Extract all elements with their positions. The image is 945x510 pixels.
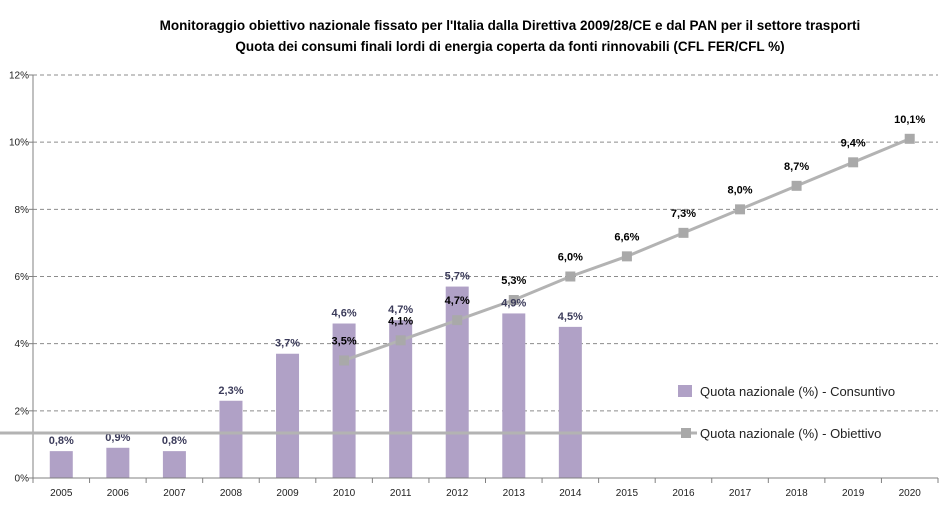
series-line (343, 137, 911, 362)
bar-data-label: 5,7% (445, 271, 470, 283)
bar-data-label: 4,7% (388, 304, 413, 316)
line-data-label: 3,5% (332, 335, 357, 347)
line-point (904, 133, 915, 144)
line-point (678, 227, 689, 238)
line-data-label: 7,3% (671, 208, 696, 220)
x-tick-label: 2016 (672, 488, 695, 499)
chart-subtitle: Quota dei consumi finali lordi di energi… (235, 39, 784, 54)
bar (49, 451, 73, 478)
line-data-label: 8,7% (784, 161, 809, 173)
bar-data-label: 2,3% (218, 385, 243, 397)
bar (106, 447, 130, 478)
line-point (508, 295, 519, 306)
line-data-label: 4,1% (388, 315, 413, 327)
bar-data-label: 0,9% (105, 432, 130, 444)
line-data-label: 8,0% (727, 184, 752, 196)
y-tick-label: 8% (15, 205, 30, 216)
line-point (848, 157, 859, 168)
line-point (735, 204, 746, 215)
x-tick-label: 2005 (50, 488, 73, 499)
bar-data-label: 0,8% (162, 435, 187, 447)
x-tick-label: 2015 (616, 488, 639, 499)
line-point (621, 251, 632, 262)
legend-bar-swatch (678, 385, 692, 397)
y-tick-label: 0% (15, 474, 30, 485)
line-data-label: 5,3% (501, 275, 526, 287)
x-tick-label: 2013 (503, 488, 526, 499)
y-tick-label: 10% (9, 138, 29, 149)
bar (445, 286, 469, 478)
x-tick-label: 2008 (220, 488, 243, 499)
line-data-label: 10,1% (894, 114, 925, 126)
line-data-label: 6,6% (614, 231, 639, 243)
legend-line-marker (681, 428, 691, 438)
x-tick-label: 2018 (785, 488, 808, 499)
x-tick-label: 2006 (107, 488, 130, 499)
legend-line-label: Quota nazionale (%) - Obiettivo (700, 426, 881, 441)
x-axis-ticks: 2005 2006 2007 2008 2009 2010 2011 2012 2013 2014… (32, 477, 939, 499)
line-point (452, 315, 463, 326)
bar-data-label: 4,9% (501, 297, 526, 309)
chart-title: Monitoraggio obiettivo nazionale fissato… (160, 18, 861, 33)
legend-bar-label: Quota nazionale (%) - Consuntivo (700, 384, 895, 399)
line-point (565, 271, 576, 282)
bar-data-label: 4,6% (332, 308, 357, 320)
y-tick-label: 12% (9, 71, 29, 82)
x-tick-label: 2017 (729, 488, 752, 499)
bar (502, 313, 526, 478)
y-tick-label: 4% (15, 339, 30, 350)
line-point (791, 180, 802, 191)
x-tick-label: 2011 (390, 488, 412, 499)
bar (276, 353, 300, 478)
bar (219, 400, 243, 478)
y-tick-label: 6% (15, 272, 30, 283)
bar-data-label: 4,5% (558, 311, 583, 323)
y-axis-ticks: 0% 2% 4% 6% 8% 10% 12% (9, 71, 34, 485)
x-tick-label: 2020 (899, 488, 922, 499)
legend: Quota nazionale (%) - Consuntivo Quota n… (0, 384, 895, 441)
gridlines (33, 74, 938, 412)
x-tick-label: 2019 (842, 488, 865, 499)
bar (389, 320, 413, 478)
line-point (395, 335, 406, 346)
line-point (339, 355, 350, 366)
line-series (339, 133, 915, 366)
x-tick-label: 2014 (559, 488, 582, 499)
bar (332, 323, 356, 478)
bar-data-label: 0,8% (49, 435, 74, 447)
x-tick-label: 2010 (333, 488, 356, 499)
x-tick-label: 2007 (163, 488, 186, 499)
line-data-label: 6,0% (558, 252, 583, 264)
line-data-label: 9,4% (841, 137, 866, 149)
line-data-label: 4,7% (445, 295, 470, 307)
bar (162, 451, 186, 478)
bar-series (49, 286, 582, 478)
x-tick-label: 2012 (446, 488, 469, 499)
y-tick-label: 2% (15, 406, 30, 417)
bar-data-label: 3,7% (275, 338, 300, 350)
x-tick-label: 2009 (276, 488, 299, 499)
data-labels: 0,8% 0,9% 0,8% 2,3% 3,7% 4,6% 4,7% 5,7% 4,9% 4,5%… (49, 114, 926, 447)
bar (558, 326, 582, 478)
